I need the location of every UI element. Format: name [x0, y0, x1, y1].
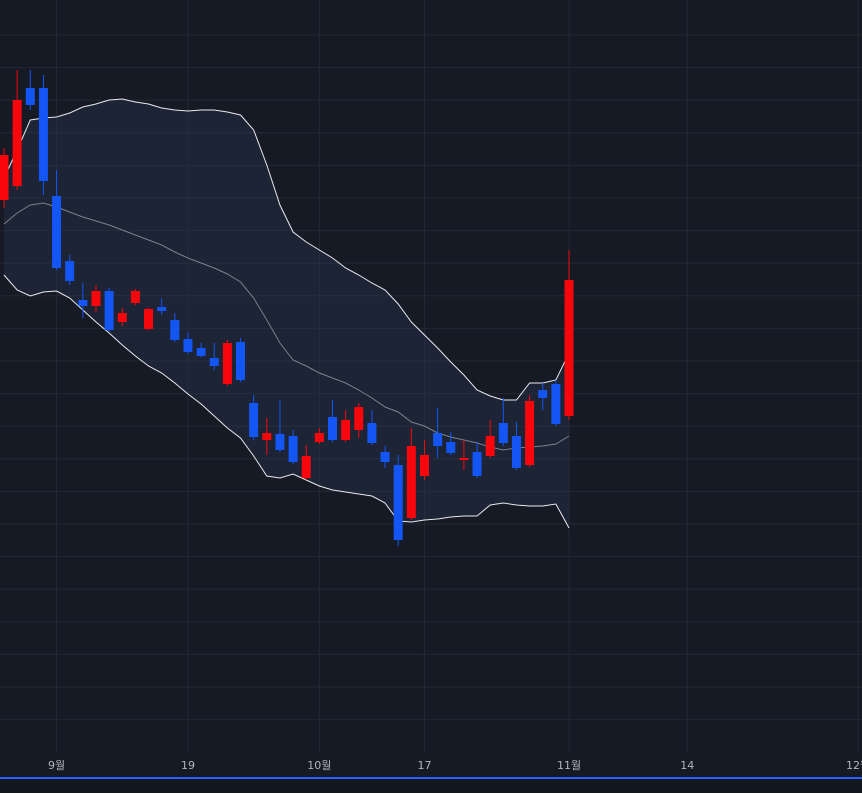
axis-accent — [0, 777, 862, 779]
candle-body — [157, 307, 167, 311]
candle-body — [104, 291, 114, 330]
candle-body — [0, 155, 9, 200]
candle-body — [314, 433, 324, 442]
candle-body — [12, 100, 22, 186]
candle-body — [380, 452, 390, 462]
candle-body — [25, 88, 35, 105]
candle-body — [78, 300, 88, 306]
candle-body — [209, 358, 219, 366]
band-lower — [3, 274, 570, 529]
candle-body — [117, 313, 127, 322]
candle-body — [249, 403, 259, 437]
candle-body — [65, 261, 75, 281]
candle-body — [551, 384, 561, 424]
candle-body — [564, 280, 574, 416]
plot: 9월 19 10월 17 11월 14 12월 — [0, 0, 862, 772]
candle-body — [511, 436, 521, 468]
candle-body — [498, 423, 508, 443]
x-tick-label: 12월 — [846, 759, 862, 772]
candle-body — [130, 291, 140, 303]
candle-body — [236, 342, 246, 380]
candle-body — [144, 309, 154, 329]
candle-body — [472, 452, 482, 476]
candle-body — [525, 401, 535, 465]
candle-body — [328, 417, 337, 440]
candle-body — [538, 390, 548, 398]
candle-body — [419, 455, 429, 476]
candle-body — [406, 446, 416, 518]
x-tick-label: 17 — [417, 759, 431, 772]
candle-body — [459, 458, 469, 460]
candle-body — [393, 465, 403, 540]
x-tick-label: 11월 — [557, 759, 581, 772]
candle-body — [183, 339, 193, 352]
band-fill — [4, 99, 570, 528]
candle-body — [367, 423, 377, 443]
candle-body — [38, 88, 48, 181]
candle-body — [222, 343, 232, 384]
candle-body — [275, 434, 285, 450]
candle-body — [341, 420, 351, 440]
bottom-strip — [0, 779, 862, 793]
candle-body — [485, 436, 495, 456]
candle-body — [91, 291, 101, 306]
x-tick-label: 19 — [181, 759, 195, 772]
band-upper — [3, 98, 570, 401]
x-tick-label: 14 — [680, 759, 694, 772]
band-middle — [3, 202, 570, 451]
x-tick-label: 9월 — [48, 759, 65, 772]
candle-body — [354, 407, 364, 430]
candle-body — [170, 320, 180, 340]
candle-body — [196, 348, 206, 356]
x-tick-label: 10월 — [307, 759, 331, 772]
candle-body — [301, 456, 311, 478]
candle-body — [52, 196, 62, 268]
candle-body — [288, 436, 298, 462]
candle-body — [446, 442, 456, 453]
candle-body — [262, 433, 272, 440]
candle-body — [433, 433, 443, 446]
